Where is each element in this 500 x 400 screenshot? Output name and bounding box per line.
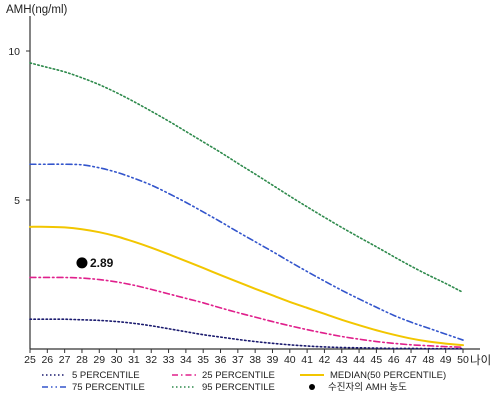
legend-label: 수진자의 AMH 농도 [328,382,407,393]
x-tick-label: 46 [388,354,400,366]
x-tick-label: 34 [180,354,192,366]
x-tick-label: 32 [145,354,157,366]
series-line-3 [29,163,464,341]
legend-label: 75 PERCENTILE [72,382,145,393]
x-tick-label: 37 [232,354,244,366]
x-tick-label: 44 [353,354,365,366]
series-line-0 [29,318,464,350]
y-ticks: 5 10 [8,46,30,207]
series-line-4 [29,62,464,294]
legend-label: 25 PERCENTILE [202,370,275,381]
x-tick-label: 47 [405,354,417,366]
x-tick-label: 29 [93,354,105,366]
x-tick-label: 43 [336,354,348,366]
legend-label: MEDIAN(50 PERCENTILE) [330,370,446,381]
x-tick-label: 25 [24,354,36,366]
patient-amh-label: 2.89 [90,256,114,270]
series-lines [29,62,464,350]
x-tick-label: 38 [249,354,261,366]
legend-swatch-dot [309,384,315,390]
x-tick-label: 35 [197,354,209,366]
x-tick-label: 39 [267,354,279,366]
x-tick-label: 50 [457,354,469,366]
x-tick-label: 45 [371,354,383,366]
series-line-2 [29,225,464,347]
y-tick-label: 5 [14,195,20,207]
patient-points: 2.89 [76,256,114,270]
x-tick-label: 28 [76,354,88,366]
x-tick-label: 30 [111,354,123,366]
patient-amh-point [76,257,88,269]
x-ticks: 25 26 27 28 29 30 31 32 33 34 35 36 37 38 39 40 41 42 43 44… [24,349,469,366]
x-tick-label: 48 [423,354,435,366]
legend-label: 95 PERCENTILE [202,382,275,393]
x-tick-label: 33 [163,354,175,366]
axes: AMH(ng/ml) 나이 [6,4,491,367]
x-tick-label: 27 [59,354,71,366]
y-tick-label: 10 [8,46,20,58]
x-tick-label: 41 [301,354,313,366]
x-axis-title: 나이 [470,354,491,367]
legend-label: 5 PERCENTILE [72,370,140,381]
y-axis-title: AMH(ng/ml) [6,4,68,16]
x-tick-label: 49 [440,354,452,366]
x-tick-label: 42 [319,354,331,366]
x-tick-label: 40 [284,354,296,366]
x-tick-label: 36 [215,354,227,366]
x-tick-label: 26 [41,354,53,366]
legend: 5 PERCENTILE 25 PERCENTILE MEDIAN(50 PERCE… [42,370,446,393]
x-tick-label: 31 [128,354,140,366]
series-line-1 [29,276,464,349]
